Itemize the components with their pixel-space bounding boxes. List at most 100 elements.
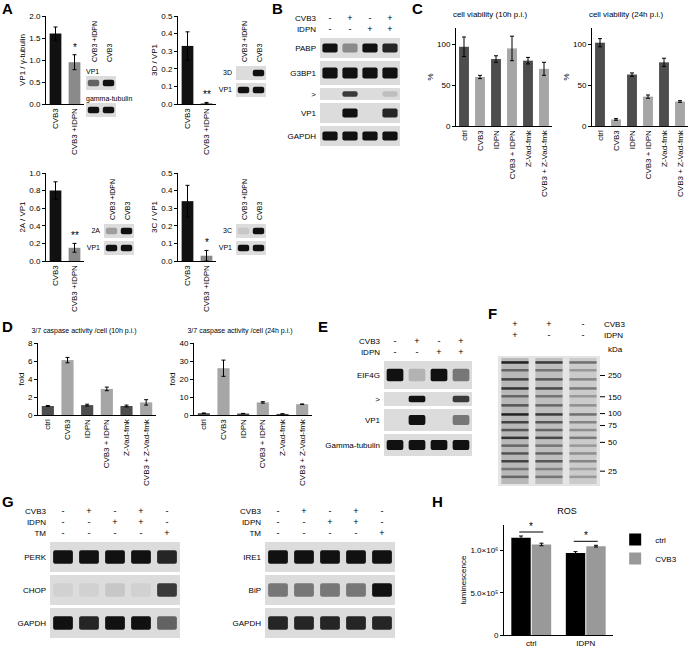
svg-text:kDa: kDa bbox=[608, 345, 623, 354]
svg-text:CVB3: CVB3 bbox=[63, 419, 72, 440]
svg-text:PABP: PABP bbox=[295, 44, 316, 53]
svg-text:CVB3 +IDPN: CVB3 +IDPN bbox=[202, 265, 211, 312]
svg-text:TM: TM bbox=[34, 529, 46, 538]
svg-text:6: 6 bbox=[28, 357, 33, 366]
svg-text:-: - bbox=[394, 336, 397, 346]
svg-text:75: 75 bbox=[608, 421, 617, 430]
svg-text:VP1 / γ-tubulin: VP1 / γ-tubulin bbox=[18, 34, 27, 86]
svg-text:Z-Vad-fmk: Z-Vad-fmk bbox=[524, 129, 533, 167]
svg-text:-: - bbox=[277, 506, 280, 516]
svg-text:CVB3 +IDPN: CVB3 +IDPN bbox=[202, 108, 211, 155]
svg-text:10: 10 bbox=[179, 393, 188, 402]
svg-text:CVB3: CVB3 bbox=[295, 14, 316, 23]
svg-text:CVB3 +IDPN: CVB3 +IDPN bbox=[109, 179, 116, 220]
svg-text:gamma-tubulin: gamma-tubulin bbox=[86, 95, 132, 103]
svg-text:CVB3: CVB3 bbox=[256, 44, 263, 62]
svg-text:CVB3 +IDPN: CVB3 +IDPN bbox=[241, 21, 248, 62]
svg-text:IDPN: IDPN bbox=[576, 639, 595, 648]
svg-text:CVB3: CVB3 bbox=[106, 44, 113, 62]
svg-text:2A / VP1: 2A / VP1 bbox=[18, 201, 27, 233]
svg-text:GAPDH: GAPDH bbox=[18, 619, 47, 628]
svg-text:*: * bbox=[529, 521, 533, 532]
svg-text:CVB3: CVB3 bbox=[476, 130, 485, 151]
svg-text:20: 20 bbox=[179, 375, 188, 384]
svg-text:CVB3: CVB3 bbox=[655, 555, 676, 564]
svg-text:-: - bbox=[582, 319, 585, 329]
svg-text:**: ** bbox=[203, 89, 211, 100]
svg-text:+: + bbox=[436, 347, 441, 357]
svg-text:*: * bbox=[205, 237, 209, 248]
svg-text:0.0: 0.0 bbox=[161, 100, 173, 109]
svg-text:+: + bbox=[301, 506, 306, 516]
svg-text:%: % bbox=[426, 73, 435, 80]
svg-text:-: - bbox=[277, 517, 280, 527]
svg-text:IDPN: IDPN bbox=[239, 419, 248, 438]
svg-text:0.2: 0.2 bbox=[29, 239, 41, 248]
svg-text:-: - bbox=[381, 506, 384, 516]
svg-text:cell viability (24h p.i.): cell viability (24h p.i.) bbox=[589, 10, 664, 19]
svg-text:CVB3: CVB3 bbox=[51, 108, 60, 129]
svg-text:1.0×10⁶: 1.0×10⁶ bbox=[470, 546, 498, 555]
svg-text:luminescence: luminescence bbox=[459, 555, 468, 604]
svg-text:CVB3 +IDPN: CVB3 +IDPN bbox=[241, 179, 248, 220]
svg-text:-: - bbox=[355, 528, 358, 538]
svg-text:CVB3: CVB3 bbox=[51, 265, 60, 286]
svg-text:0: 0 bbox=[28, 411, 33, 420]
svg-text:0: 0 bbox=[446, 122, 451, 131]
svg-text:VP1: VP1 bbox=[86, 68, 99, 75]
svg-text:40: 40 bbox=[179, 339, 188, 348]
svg-text:IDPN: IDPN bbox=[83, 419, 92, 438]
svg-text:G3BP1: G3BP1 bbox=[290, 69, 316, 78]
svg-text:CVB3: CVB3 bbox=[183, 108, 192, 129]
svg-text:Z-Vad-fmk: Z-Vad-fmk bbox=[660, 129, 669, 167]
svg-text:-: - bbox=[277, 528, 280, 538]
svg-text:-: - bbox=[416, 347, 419, 357]
svg-text:0.2: 0.2 bbox=[161, 222, 173, 231]
svg-text:cell viability (10h p.i.): cell viability (10h p.i.) bbox=[453, 10, 528, 19]
svg-text:IDPN: IDPN bbox=[628, 130, 637, 149]
svg-text:-: - bbox=[62, 506, 65, 516]
svg-text:0.1: 0.1 bbox=[161, 82, 173, 91]
svg-text:-: - bbox=[548, 330, 551, 340]
svg-text:CVB3 + IDPN: CVB3 + IDPN bbox=[644, 130, 653, 179]
svg-text:+: + bbox=[387, 24, 392, 34]
svg-text:-: - bbox=[303, 517, 306, 527]
svg-text:50: 50 bbox=[577, 81, 586, 90]
svg-text:-: - bbox=[166, 517, 169, 527]
svg-text:1.5: 1.5 bbox=[29, 34, 41, 43]
svg-text:0.8: 0.8 bbox=[29, 186, 41, 195]
svg-text:ctrl: ctrl bbox=[596, 130, 605, 141]
svg-text:1.0: 1.0 bbox=[29, 56, 41, 65]
svg-text:-: - bbox=[114, 528, 117, 538]
svg-text:100: 100 bbox=[437, 40, 451, 49]
svg-text:0.3: 0.3 bbox=[161, 47, 173, 56]
svg-text:CVB3: CVB3 bbox=[604, 320, 625, 329]
svg-text:CVB3: CVB3 bbox=[256, 202, 263, 220]
svg-text:5.0×10⁵: 5.0×10⁵ bbox=[470, 588, 498, 597]
svg-text:1.0: 1.0 bbox=[29, 169, 41, 178]
svg-text:3C: 3C bbox=[223, 227, 232, 234]
svg-text:-: - bbox=[349, 24, 352, 34]
svg-text:fold: fold bbox=[168, 373, 177, 386]
svg-text:CVB3 +IDPN: CVB3 +IDPN bbox=[70, 108, 79, 155]
svg-text:*: * bbox=[73, 42, 77, 53]
svg-text:150: 150 bbox=[608, 393, 622, 402]
svg-text:VP1: VP1 bbox=[301, 109, 317, 118]
svg-text:2.0: 2.0 bbox=[29, 12, 41, 21]
svg-text:CVB3: CVB3 bbox=[240, 507, 261, 516]
svg-text:CVB3 + Z-Vad-fmk: CVB3 + Z-Vad-fmk bbox=[676, 129, 685, 197]
svg-text:ctrl: ctrl bbox=[43, 419, 52, 430]
svg-text:+: + bbox=[546, 319, 551, 329]
svg-text:Z-Vad-fmk: Z-Vad-fmk bbox=[278, 418, 287, 456]
svg-text:ctrl: ctrl bbox=[199, 419, 208, 430]
svg-text:0.0: 0.0 bbox=[29, 100, 41, 109]
svg-text:+: + bbox=[379, 528, 384, 538]
svg-text:CVB3 + IDPN: CVB3 + IDPN bbox=[508, 130, 517, 179]
svg-text:+: + bbox=[138, 506, 143, 516]
svg-text:-: - bbox=[88, 528, 91, 538]
svg-text:0: 0 bbox=[184, 411, 189, 420]
svg-text:-: - bbox=[438, 336, 441, 346]
svg-text:250: 250 bbox=[608, 371, 622, 380]
svg-text:100: 100 bbox=[573, 40, 587, 49]
svg-text:-: - bbox=[329, 506, 332, 516]
